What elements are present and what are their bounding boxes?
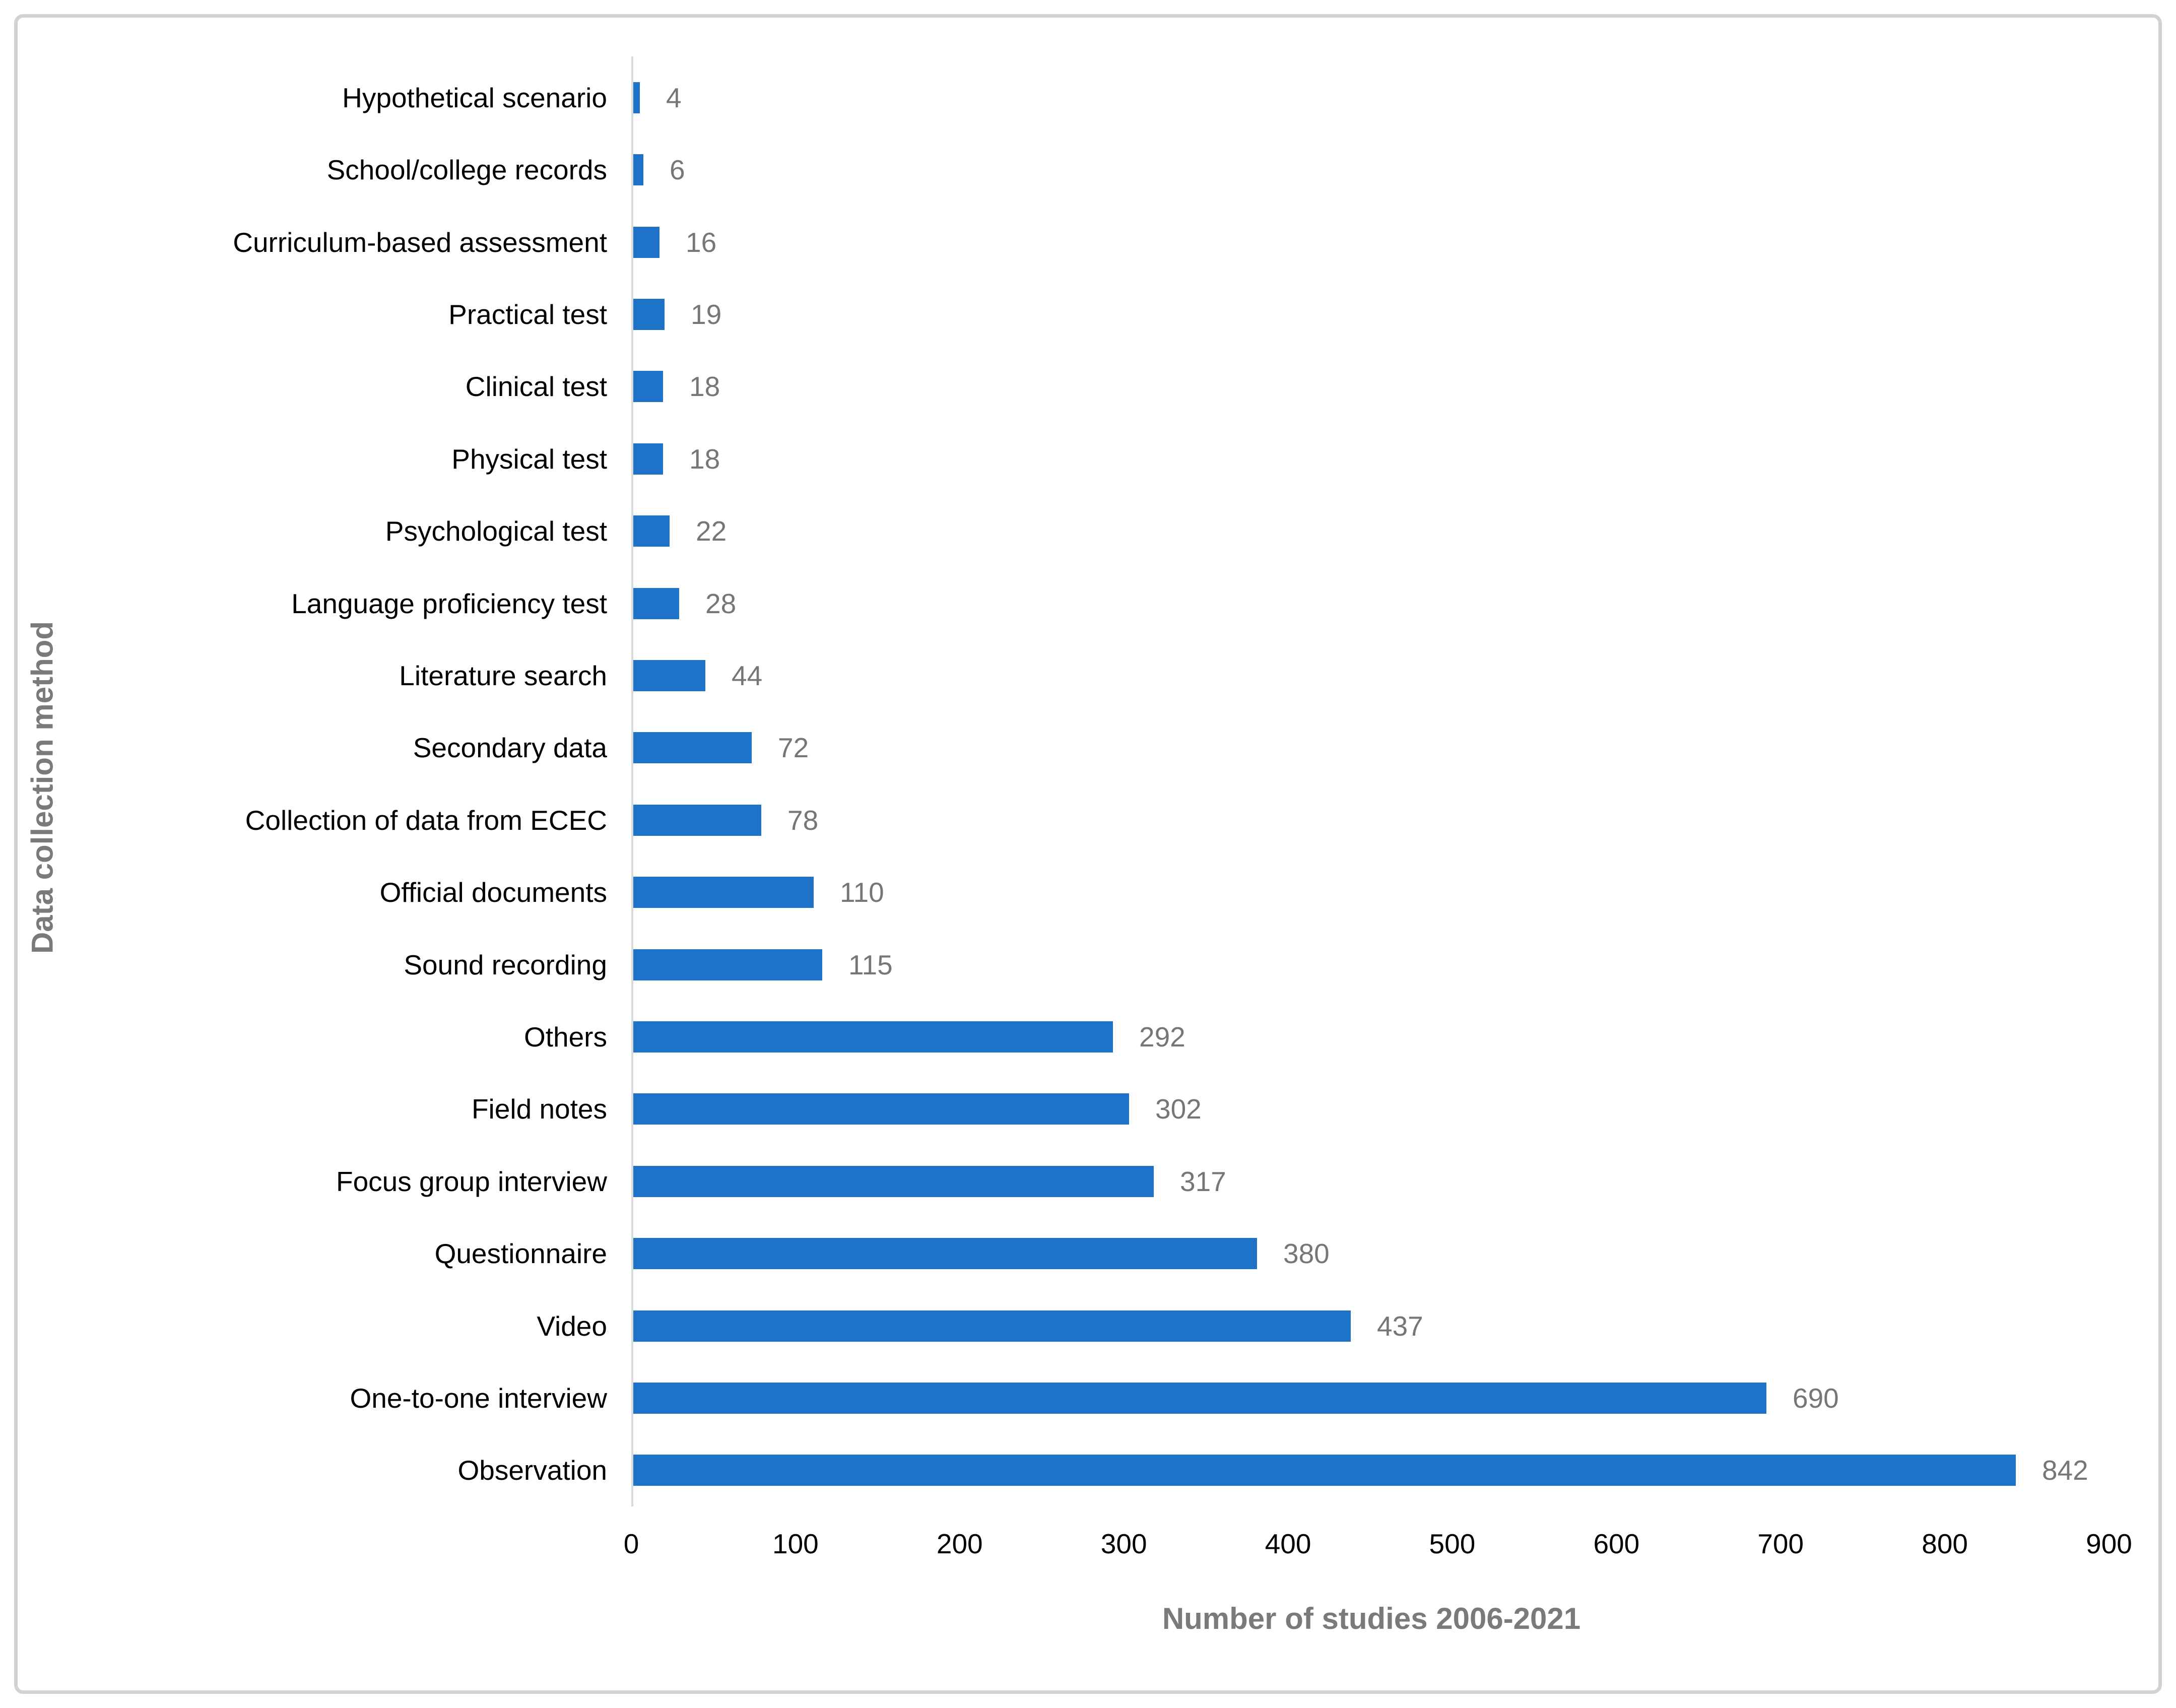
bar-row: Official documents 110: [0, 856, 2176, 928]
value-label: 302: [1155, 1093, 1202, 1125]
bar: [633, 226, 660, 258]
bar-row: Secondary data 72: [0, 712, 2176, 784]
category-label: Hypothetical scenario: [342, 82, 607, 113]
category-label: School/college records: [326, 154, 607, 186]
value-label: 18: [689, 371, 720, 403]
value-label: 28: [705, 587, 737, 619]
value-label: 19: [691, 298, 722, 330]
value-label: 16: [686, 226, 717, 258]
category-label: Sound recording: [404, 949, 607, 980]
value-label: 115: [848, 949, 893, 980]
bar: [633, 804, 761, 836]
value-label: 690: [1793, 1383, 1839, 1414]
bar: [633, 515, 670, 547]
value-label: 317: [1180, 1165, 1226, 1197]
x-axis-tick-label: 300: [1100, 1528, 1147, 1559]
bar: [633, 1021, 1113, 1053]
bar-row: Video 437: [0, 1290, 2176, 1362]
bar: [633, 1165, 1154, 1197]
bar: [633, 660, 705, 691]
bar-row: Curriculum-based assessment 16: [0, 206, 2176, 278]
bar-row: Field notes 302: [0, 1073, 2176, 1145]
bar-row: Collection of data from ECEC 78: [0, 784, 2176, 856]
x-axis-tick-label: 600: [1593, 1528, 1640, 1559]
value-label: 380: [1283, 1238, 1330, 1270]
x-axis-tick-label: 900: [2086, 1528, 2132, 1559]
category-label: Psychological test: [385, 515, 607, 547]
category-label: Language proficiency test: [291, 587, 607, 619]
category-label: Official documents: [379, 877, 607, 908]
x-axis-title: Number of studies 2006-2021: [1162, 1602, 1581, 1635]
category-label: Video: [537, 1310, 607, 1342]
category-label: Collection of data from ECEC: [245, 804, 607, 836]
bar: [633, 949, 822, 980]
bar: [633, 877, 814, 908]
bar-row: Clinical test 18: [0, 351, 2176, 423]
bar: [633, 1383, 1766, 1414]
bar: [633, 587, 679, 619]
category-label: Field notes: [471, 1093, 607, 1125]
value-label: 18: [689, 443, 720, 475]
category-label: Physical test: [451, 443, 607, 475]
x-axis-tick-label: 100: [772, 1528, 819, 1559]
category-label: Curriculum-based assessment: [233, 226, 607, 258]
bar: [633, 82, 640, 113]
bar-row: Literature search 44: [0, 639, 2176, 711]
bar: [633, 1093, 1129, 1125]
bar: [633, 1455, 2016, 1486]
value-label: 437: [1377, 1310, 1423, 1342]
x-axis-tick-label: 0: [623, 1528, 639, 1559]
category-label: Others: [523, 1021, 607, 1053]
bar-row: Others 292: [0, 1001, 2176, 1073]
bar-row: One-to-one interview 690: [0, 1362, 2176, 1434]
bar: [633, 154, 643, 186]
value-label: 22: [696, 515, 727, 547]
category-label: Secondary data: [413, 732, 607, 764]
x-axis-tick-label: 500: [1429, 1528, 1476, 1559]
bar: [633, 1310, 1351, 1342]
x-axis-tick-label: 200: [936, 1528, 983, 1559]
bar-row: Practical test 19: [0, 278, 2176, 350]
bar-row: Questionnaire 380: [0, 1218, 2176, 1290]
value-label: 72: [778, 732, 809, 764]
category-label: Focus group interview: [336, 1165, 607, 1197]
bar-row: Sound recording 115: [0, 929, 2176, 1001]
value-label: 110: [840, 877, 884, 908]
value-label: 44: [732, 660, 763, 691]
category-label: Practical test: [448, 298, 607, 330]
x-axis-tick-label: 700: [1757, 1528, 1804, 1559]
bar: [633, 443, 663, 475]
bar-row: Focus group interview 317: [0, 1145, 2176, 1217]
value-label: 78: [787, 804, 819, 836]
bar: [633, 298, 665, 330]
value-label: 842: [2042, 1455, 2088, 1486]
bars-area: Hypothetical scenario 4 School/college rec…: [0, 61, 2176, 1506]
bar-row: School/college records 6: [0, 134, 2176, 206]
bar-row: Observation 842: [0, 1434, 2176, 1506]
bar-row: Language proficiency test 28: [0, 567, 2176, 639]
bar-row: Psychological test 22: [0, 495, 2176, 567]
bar: [633, 371, 663, 403]
y-axis-line: [631, 56, 633, 1506]
category-label: Clinical test: [465, 371, 607, 403]
x-axis-tick-label: 800: [1922, 1528, 1968, 1559]
category-label: Literature search: [399, 660, 607, 691]
value-label: 6: [670, 154, 685, 186]
x-axis-tick-label: 400: [1265, 1528, 1311, 1559]
bar: [633, 732, 752, 764]
value-label: 4: [666, 82, 682, 113]
bar-row: Hypothetical scenario 4: [0, 61, 2176, 134]
bar: [633, 1238, 1257, 1270]
bar-row: Physical test 18: [0, 423, 2176, 495]
category-label: Questionnaire: [434, 1238, 607, 1270]
category-label: One-to-one interview: [350, 1383, 607, 1414]
value-label: 292: [1139, 1021, 1185, 1053]
category-label: Observation: [457, 1455, 607, 1486]
